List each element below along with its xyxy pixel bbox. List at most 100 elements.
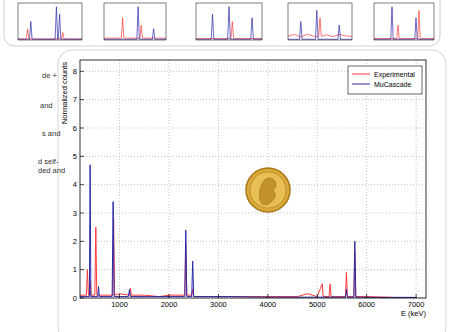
x-tick-label: 2000 <box>161 300 178 309</box>
coin-rim <box>246 168 290 212</box>
grid-line <box>80 99 426 100</box>
coin-profile <box>259 178 275 205</box>
grid-line <box>80 156 426 157</box>
grid-line <box>416 60 417 298</box>
y-tick-label: 1 <box>73 265 77 274</box>
y-tick-label: 2 <box>73 237 77 246</box>
side-text: s and <box>42 129 60 138</box>
x-tick <box>366 294 367 298</box>
series-group <box>104 7 166 40</box>
series-line <box>196 7 262 40</box>
y-tick <box>80 269 84 270</box>
grid-line <box>80 213 426 214</box>
series-line <box>374 10 434 38</box>
legend-box <box>348 66 422 94</box>
side-text: d self- <box>38 157 59 166</box>
series-line <box>104 7 166 40</box>
legend-label: MuCascade <box>374 81 411 88</box>
x-tick <box>267 294 268 298</box>
side-text: de + <box>42 71 57 80</box>
x-tick <box>168 294 169 298</box>
grid-line <box>119 60 120 298</box>
series-group <box>288 10 352 39</box>
y-tick <box>80 184 84 185</box>
y-tick <box>80 241 84 242</box>
series-line <box>196 22 262 39</box>
plot-frame <box>104 3 166 40</box>
y-tick <box>80 71 84 72</box>
y-tick-label: 0 <box>73 294 77 303</box>
x-axis-label: E (keV) <box>401 309 427 318</box>
grid-line <box>218 60 219 298</box>
y-tick-label: 7 <box>73 95 77 104</box>
y-tick <box>80 128 84 129</box>
series-line <box>288 10 352 39</box>
plot-area <box>196 3 262 40</box>
legend-swatch <box>352 84 370 85</box>
grid-line <box>80 269 426 270</box>
thumbnail-chart <box>104 3 166 40</box>
grid-line <box>168 60 169 298</box>
x-tick-label: 1000 <box>111 300 128 309</box>
thumbnail-chart <box>196 3 262 40</box>
plot-area <box>104 3 166 40</box>
plot-frame <box>18 3 82 40</box>
thumbnail-chart <box>288 3 352 40</box>
thumbnail-chart <box>374 3 434 40</box>
y-tick <box>80 99 84 100</box>
grid-line <box>80 241 426 242</box>
series-line <box>374 7 434 40</box>
plot-frame <box>374 3 434 40</box>
series-line <box>104 18 166 38</box>
plot-frame <box>196 3 262 40</box>
series-line <box>18 7 82 40</box>
x-tick-label: 4000 <box>259 300 276 309</box>
series-line <box>80 165 416 298</box>
legend-label: Experimental <box>374 71 415 79</box>
plot-area <box>18 3 82 40</box>
x-tick-label: 6000 <box>358 300 375 309</box>
y-tick <box>80 156 84 157</box>
plot-area <box>80 60 426 298</box>
main-panel <box>58 50 446 332</box>
y-tick <box>80 213 84 214</box>
series-group <box>18 7 82 40</box>
x-tick <box>218 294 219 298</box>
plot-frame <box>288 3 352 40</box>
series-line <box>18 29 82 39</box>
plot-area <box>374 3 434 40</box>
x-tick-label: 7000 <box>408 300 425 309</box>
side-text: ded and <box>38 166 65 175</box>
series-line <box>80 219 416 298</box>
thumbnail-panel <box>4 0 440 46</box>
slide: de +ands andd self-ded and10002000300040… <box>0 0 449 332</box>
x-tick <box>416 294 417 298</box>
coin-image <box>246 168 290 212</box>
x-tick-label: 3000 <box>210 300 227 309</box>
grid-line <box>317 60 318 298</box>
y-tick-label: 6 <box>73 124 77 133</box>
x-tick <box>317 294 318 298</box>
y-tick <box>80 298 84 299</box>
side-text: and <box>40 101 53 110</box>
main-chart: 1000 2000 3000 4000 5000 6000 7000 0 1 2 3 4 5 6 7 8 E (… <box>60 60 426 318</box>
x-tick-label: 5000 <box>309 300 326 309</box>
legend: Experimental MuCascade <box>348 66 422 94</box>
legend-swatch <box>352 74 370 75</box>
grid-line <box>80 128 426 129</box>
series-group <box>80 165 416 298</box>
plot-frame <box>80 60 426 298</box>
series-group <box>196 7 262 40</box>
y-tick-label: 4 <box>73 180 77 189</box>
x-tick <box>119 294 120 298</box>
series-line <box>288 18 352 37</box>
y-tick-label: 5 <box>73 152 77 161</box>
series-group <box>374 7 434 40</box>
grid-line <box>366 60 367 298</box>
plot-area <box>288 3 352 40</box>
y-tick-label: 3 <box>73 209 77 218</box>
y-tick-label: 8 <box>73 67 77 76</box>
thumbnail-chart <box>18 3 82 40</box>
coin-face <box>250 172 286 208</box>
y-axis-label: Normalized counts <box>60 62 69 124</box>
